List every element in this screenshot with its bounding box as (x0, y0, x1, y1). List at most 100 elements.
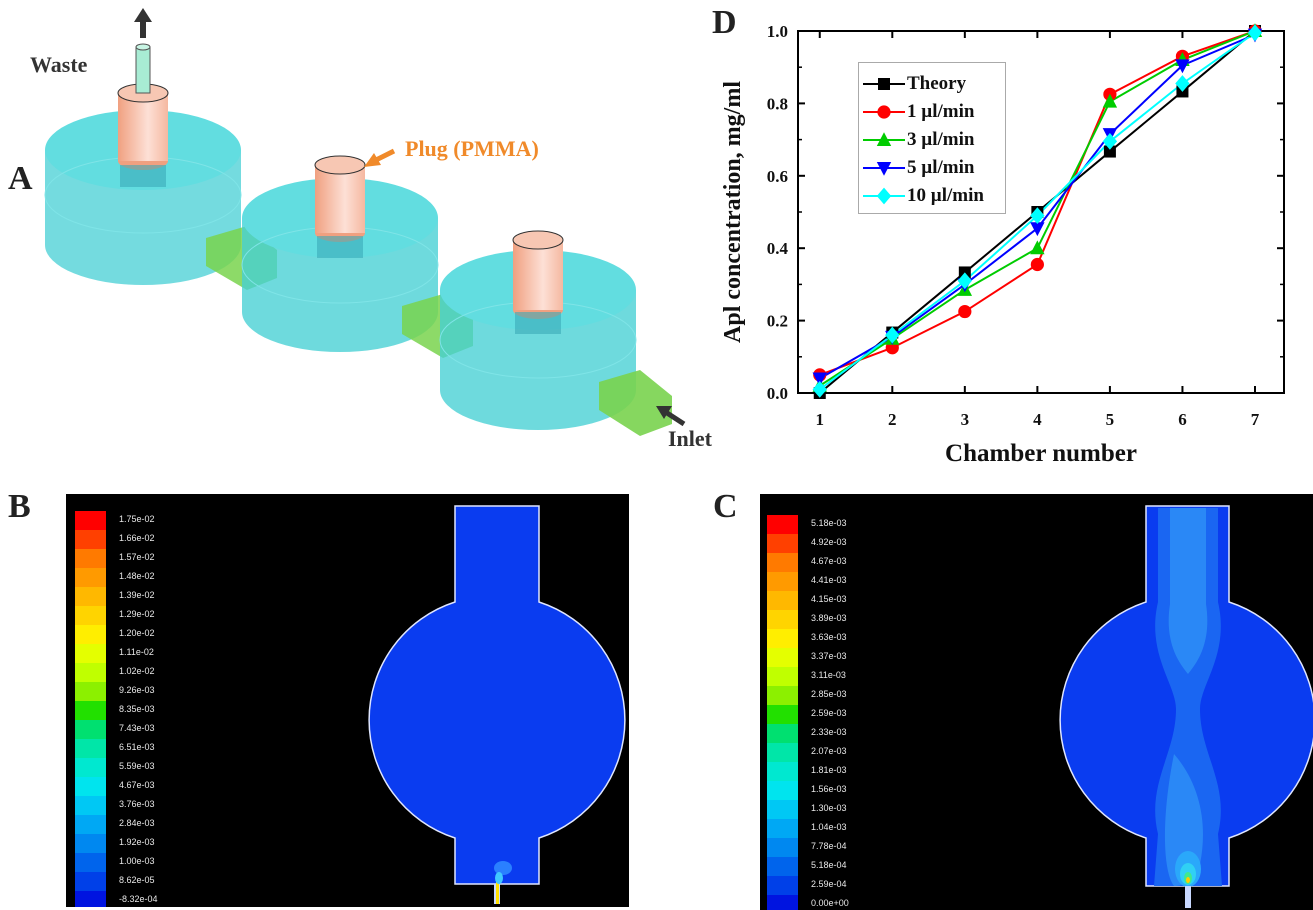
y-tick-label: 0.8 (767, 94, 788, 113)
colorbar-label: 6.51e-03 (119, 742, 155, 752)
colorbar-label: 5.18e-03 (811, 518, 847, 528)
colorbar-swatch (75, 815, 106, 834)
legend-item: 1 µl/min (859, 99, 1005, 125)
legend-swatch-marker (877, 105, 891, 119)
inlet-connector (599, 370, 672, 436)
series-3-point (1175, 59, 1190, 74)
panel-b-simulation: 1.75e-02 1.66e-02 1.57e-02 1.48e-02 1.39e-02… (66, 494, 629, 907)
y-tick-label: 0.4 (767, 239, 789, 258)
x-axis-label: Chamber number (945, 440, 1137, 467)
series-3-point (812, 372, 827, 387)
plug-arrow-icon (364, 148, 396, 167)
colorbar-swatch (75, 758, 106, 777)
colorbar-swatch (75, 568, 106, 587)
legend-item: 5 µl/min (859, 155, 1005, 181)
concentration-chart: 0.0 0.2 0.4 0.6 0.8 1.0 1 2 3 4 5 6 7 Chamber number A… (720, 22, 1285, 467)
panel-c-simulation: 5.18e-03 4.92e-03 4.67e-03 4.41e-03 4.15e-03… (760, 494, 1313, 910)
colorbar-swatch (767, 515, 798, 534)
colorbar-label: 9.26e-03 (119, 685, 155, 695)
colorbar-label: 1.02e-02 (119, 666, 155, 676)
colorbar-swatch (767, 686, 798, 705)
colorbar-swatch (767, 762, 798, 781)
x-tick-label: 3 (961, 410, 970, 429)
colorbar-swatch (75, 777, 106, 796)
colorbar-swatch (75, 853, 106, 872)
colorbar-label: 2.59e-03 (811, 708, 847, 718)
colorbar-label: 4.67e-03 (119, 780, 155, 790)
colorbar-label: 4.15e-03 (811, 594, 847, 604)
colorbar-label: 4.41e-03 (811, 575, 847, 585)
panel-a-3d-chambers (44, 8, 686, 436)
colorbar-label: 1.20e-02 (119, 628, 155, 638)
series-0-point (1103, 145, 1116, 158)
colorbar-swatch (767, 667, 798, 686)
series-4-point (957, 272, 973, 290)
colorbar-label: 1.39e-02 (119, 590, 155, 600)
colorbar-label: 1.29e-02 (119, 609, 155, 619)
colorbar-swatch (767, 705, 798, 724)
colorbar-swatch (767, 591, 798, 610)
colorbar-swatch (767, 876, 798, 895)
legend-swatch (863, 78, 905, 90)
colorbar-label: -8.32e-04 (119, 894, 158, 904)
colorbar-label: 1.11e-02 (119, 647, 154, 657)
colorbar-swatch (767, 838, 798, 857)
colorbar-swatch (75, 530, 106, 549)
colorbar-swatch (75, 739, 106, 758)
colorbar-swatch (767, 743, 798, 762)
colorbar-label: 1.48e-02 (119, 571, 155, 581)
waste-label: Waste (30, 52, 88, 77)
legend-swatch-marker (878, 78, 890, 90)
plug-2 (314, 155, 366, 258)
colorbar-swatch (75, 549, 106, 568)
series-2-point (1102, 93, 1118, 108)
colorbar-swatch (75, 644, 106, 663)
x-tick-label: 6 (1178, 410, 1187, 429)
y-tick-label: 0.0 (767, 384, 788, 403)
legend-swatch (863, 132, 905, 146)
colorbar-swatch (75, 511, 106, 530)
colorbar-swatch (75, 891, 106, 907)
colorbar-label: 7.43e-03 (119, 723, 155, 733)
legend-label: 5 µl/min (907, 157, 975, 178)
legend-item: 3 µl/min (859, 127, 1005, 153)
y-tick-label: 1.0 (767, 22, 788, 41)
colorbar-label: 5.18e-04 (811, 860, 847, 870)
panel-d-letter: D (712, 4, 737, 41)
chamber-domain-b (368, 505, 626, 885)
colorbar-label: 8.62e-05 (119, 875, 155, 885)
series-4-point (1247, 24, 1263, 42)
waste-tube (135, 43, 151, 94)
colorbar-swatch (767, 895, 798, 910)
legend-label: 10 µl/min (907, 185, 984, 206)
legend-item: Theory (859, 71, 1005, 97)
legend-swatch (863, 162, 905, 176)
colorbar-swatch (767, 781, 798, 800)
colorbar-label: 0.00e+00 (811, 898, 849, 908)
panel-c-letter: C (713, 488, 738, 525)
x-tick-label: 2 (888, 410, 897, 429)
colorbar-label: 2.59e-04 (811, 879, 847, 889)
x-tick-label: 4 (1033, 410, 1042, 429)
colorbar-swatch (75, 625, 106, 644)
legend-swatch-marker (876, 162, 892, 176)
colorbar-swatch (767, 553, 798, 572)
colorbar-swatch (767, 610, 798, 629)
inlet-label: Inlet (668, 426, 712, 451)
colorbar-label: 7.78e-04 (811, 841, 847, 851)
colorbar-label: 1.56e-03 (811, 784, 847, 794)
colorbar-label: 1.57e-02 (119, 552, 155, 562)
colorbar-label: 4.67e-03 (811, 556, 847, 566)
colorbar-swatch (75, 872, 106, 891)
colorbar-label: 3.63e-03 (811, 632, 847, 642)
series-2-point (1030, 240, 1045, 255)
legend-swatch (863, 187, 905, 205)
colorbar-label: 1.81e-03 (811, 765, 847, 775)
colorbar-swatch (767, 648, 798, 667)
plug-label: Plug (PMMA) (405, 136, 539, 161)
colorbar-label: 1.92e-03 (119, 837, 155, 847)
colorbar-swatch (75, 701, 106, 720)
chart-legend: Theory 1 µl/min 3 µl/min 5 µl/min 10 µl/min (858, 62, 1006, 214)
colorbar-label: 1.66e-02 (119, 533, 155, 543)
y-tick-label: 0.6 (767, 167, 788, 186)
